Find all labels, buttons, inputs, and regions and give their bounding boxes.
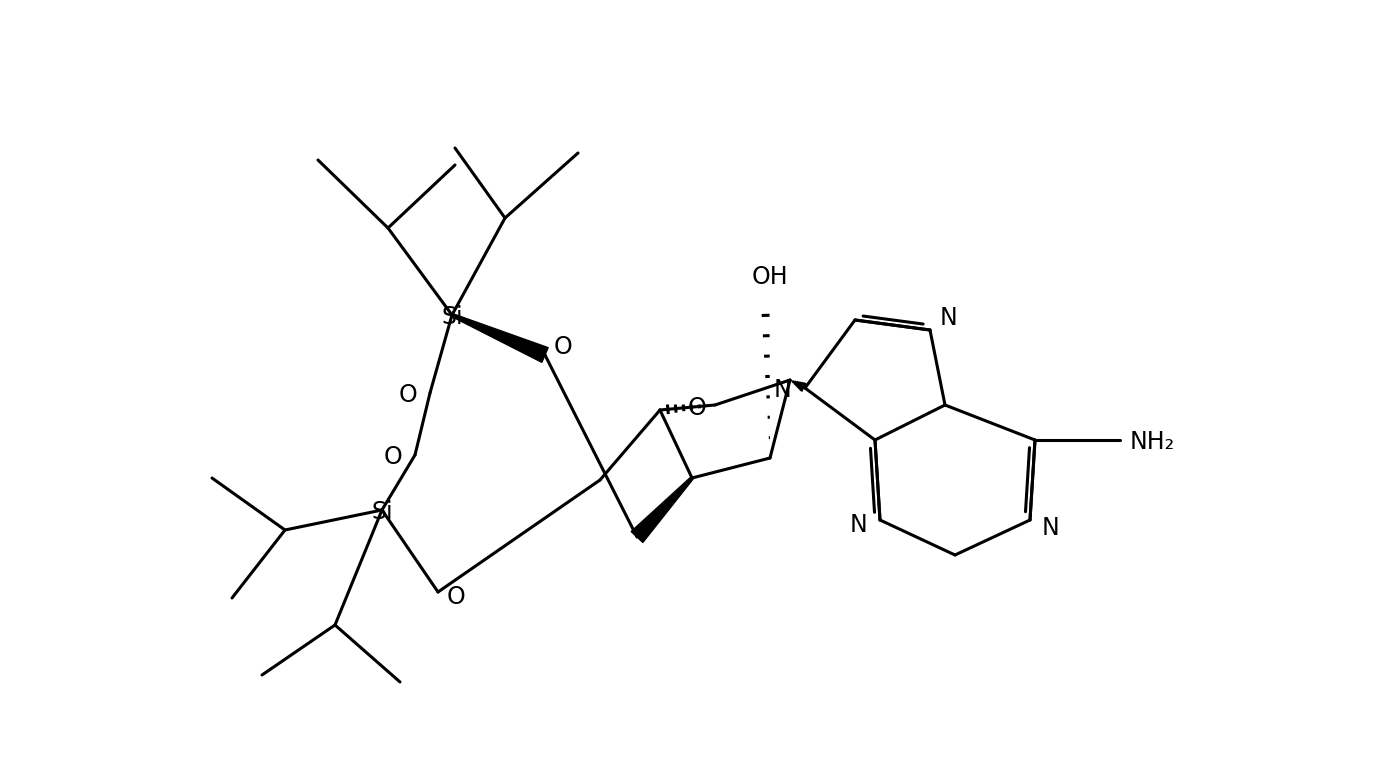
Text: O: O bbox=[398, 383, 418, 407]
Text: O: O bbox=[383, 445, 402, 469]
Text: Si: Si bbox=[371, 500, 393, 524]
Polygon shape bbox=[631, 477, 693, 543]
Text: N: N bbox=[849, 513, 867, 537]
Text: OH: OH bbox=[751, 265, 788, 289]
Text: N: N bbox=[774, 378, 792, 402]
Text: N: N bbox=[940, 306, 956, 330]
Polygon shape bbox=[452, 314, 548, 362]
Text: N: N bbox=[1042, 516, 1058, 540]
Text: NH₂: NH₂ bbox=[1130, 430, 1174, 454]
Text: Si: Si bbox=[441, 305, 463, 329]
Text: O: O bbox=[688, 396, 707, 420]
Text: O: O bbox=[446, 585, 466, 609]
Text: O: O bbox=[554, 335, 572, 359]
